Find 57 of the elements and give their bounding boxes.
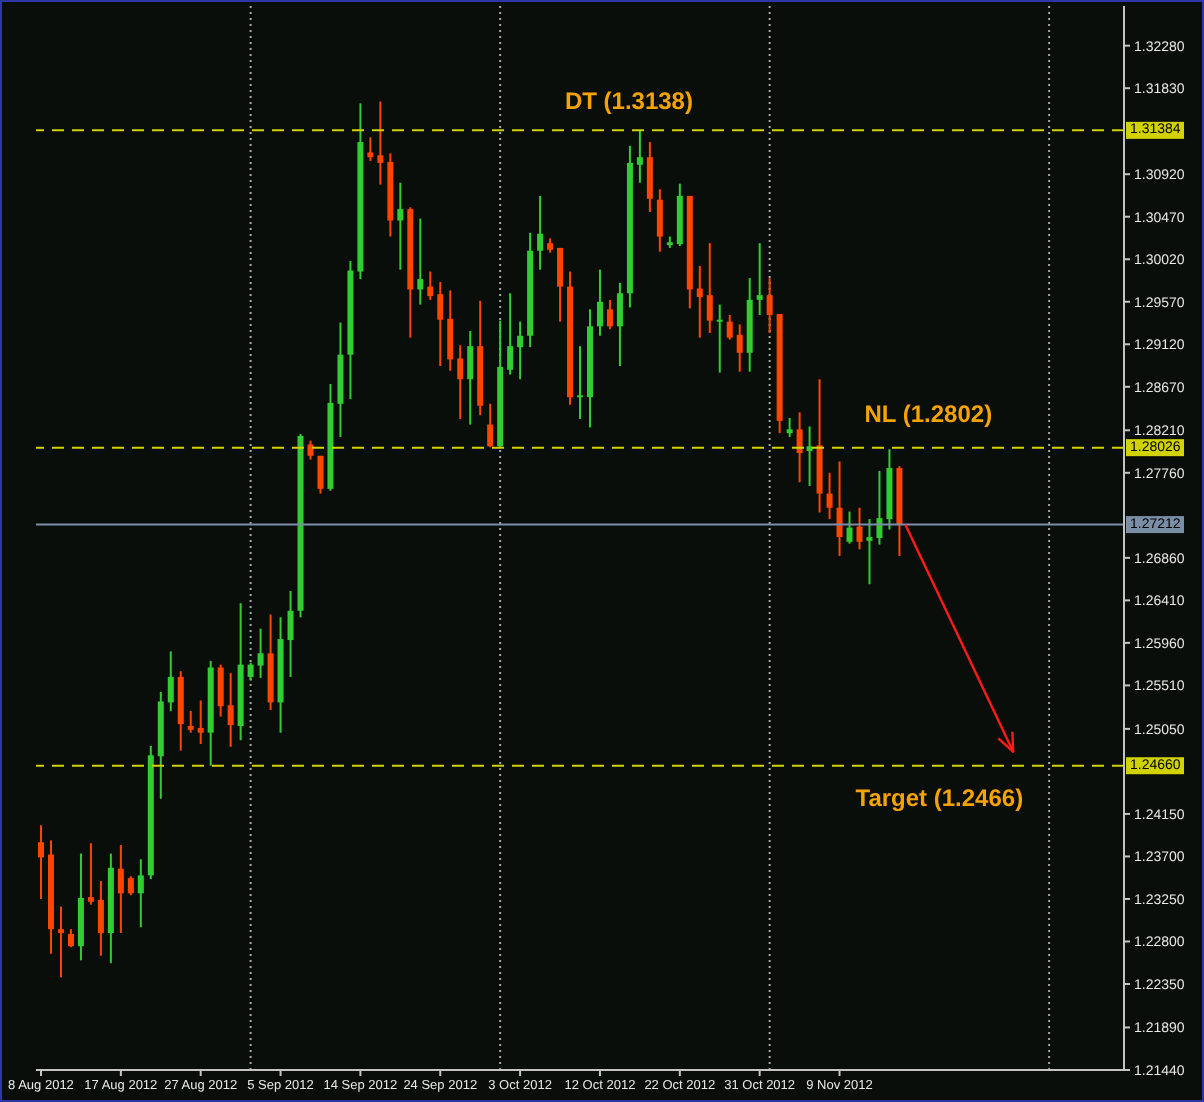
candlestick [577, 345, 584, 420]
candlestick [856, 506, 863, 551]
candlestick [826, 471, 833, 521]
candlestick [786, 416, 793, 438]
candlestick [487, 402, 494, 449]
candlestick [38, 824, 44, 900]
candlestick [257, 627, 264, 679]
candlestick [427, 270, 434, 301]
annotation: NL (1.2802) [864, 400, 993, 429]
candlestick [187, 709, 194, 734]
candlestick [766, 277, 773, 334]
candlestick [437, 280, 444, 368]
candlestick [447, 289, 454, 372]
candlestick [876, 469, 883, 546]
candlestick [806, 425, 813, 488]
candlestick [696, 264, 703, 339]
candlestick [846, 510, 853, 545]
candlestick [397, 181, 404, 271]
candlestick [307, 439, 314, 461]
candlestick [97, 880, 104, 957]
candlestick [177, 670, 184, 752]
annotation: DT (1.3138) [564, 86, 693, 115]
candlestick [417, 217, 424, 306]
candlestick [377, 100, 384, 186]
candlestick [616, 281, 623, 368]
candlestick [706, 242, 713, 334]
candlestick [507, 292, 514, 376]
candlestick [726, 313, 733, 341]
candlestick [796, 411, 803, 484]
candlestick [517, 320, 524, 381]
candlestick [457, 344, 464, 420]
candlestick [606, 298, 613, 331]
candlestick [287, 589, 294, 678]
annotation: Target (1.2466) [855, 783, 1024, 812]
candlestick [596, 268, 603, 337]
candlestick [167, 650, 174, 712]
candlestick [217, 663, 224, 718]
candlestick [117, 844, 124, 934]
candlestick [467, 330, 474, 426]
candlestick [87, 842, 94, 906]
candlestick [367, 136, 374, 162]
candlestick [557, 246, 564, 323]
candlestick [197, 699, 204, 745]
candlestick [636, 129, 643, 184]
candlestick [317, 454, 324, 495]
candlestick [537, 194, 544, 271]
candlestick [57, 905, 64, 979]
candlestick [137, 858, 144, 929]
candlestick [656, 188, 663, 253]
candlestick [756, 242, 763, 316]
candlestick [736, 323, 743, 373]
candlestick [866, 518, 873, 586]
candlestick [127, 875, 134, 897]
candlestick [716, 303, 723, 374]
candlestick [227, 672, 234, 748]
candlestick [836, 460, 843, 557]
candlestick [646, 141, 653, 213]
